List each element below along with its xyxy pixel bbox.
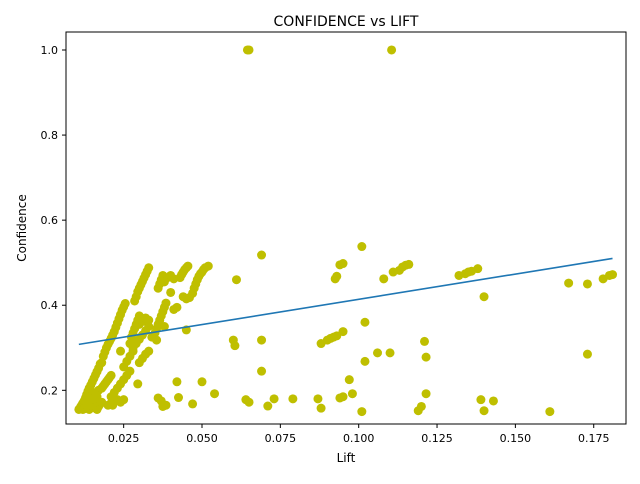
data-point: [347, 389, 357, 399]
data-point: [161, 400, 171, 410]
data-point: [257, 335, 267, 345]
data-point: [545, 407, 555, 417]
y-tick-label: 0.4: [41, 299, 59, 312]
data-point: [244, 45, 254, 55]
data-point: [332, 271, 342, 281]
x-axis-label: Lift: [337, 451, 356, 465]
y-axis-ticks: 0.2 0.4 0.6 0.8 1.0: [41, 44, 66, 397]
y-tick-label: 0.8: [41, 129, 59, 142]
trendline-layer: [78, 257, 613, 346]
data-point: [372, 348, 382, 358]
x-tick-label: 0.025: [108, 432, 140, 445]
x-tick-label: 0.050: [186, 432, 218, 445]
data-point: [144, 315, 154, 325]
data-point: [159, 322, 169, 331]
data-point: [183, 261, 193, 271]
data-point: [473, 264, 483, 274]
data-point: [203, 261, 213, 271]
data-point: [357, 242, 367, 252]
data-point: [404, 259, 414, 269]
data-point: [230, 341, 240, 351]
data-point: [338, 392, 348, 402]
data-point: [344, 375, 354, 385]
x-tick-label: 0.075: [265, 432, 297, 445]
plot-frame: [65, 31, 627, 425]
data-point: [360, 317, 370, 327]
data-point: [608, 270, 618, 280]
data-point: [133, 379, 143, 389]
y-axis-label: Confidence: [15, 194, 29, 261]
data-point: [582, 349, 592, 359]
points-layer: [74, 45, 618, 417]
data-point: [338, 327, 348, 337]
data-point: [166, 287, 176, 297]
data-point: [257, 366, 267, 376]
data-point: [263, 401, 273, 411]
data-point: [197, 377, 207, 387]
chart-title: CONFIDENCE vs LIFT: [274, 14, 419, 30]
data-point: [416, 401, 426, 411]
data-point: [210, 389, 220, 399]
data-point: [313, 394, 323, 404]
data-point: [479, 292, 489, 302]
data-point: [379, 274, 389, 284]
data-point: [360, 356, 370, 366]
data-point: [288, 394, 298, 404]
y-tick-label: 0.2: [41, 384, 59, 397]
data-point: [338, 259, 348, 269]
data-point: [488, 396, 498, 406]
data-point: [421, 352, 431, 362]
data-point: [564, 278, 574, 288]
data-point: [479, 406, 489, 416]
data-point: [119, 395, 129, 405]
data-point: [144, 322, 154, 331]
data-point: [421, 389, 431, 399]
data-point: [120, 299, 130, 309]
data-point: [269, 394, 279, 404]
data-point: [144, 346, 154, 356]
data-point: [174, 393, 183, 403]
data-point: [582, 279, 592, 289]
data-point: [172, 377, 182, 387]
data-point: [172, 302, 182, 312]
trendline: [78, 257, 613, 346]
data-point: [316, 403, 326, 413]
data-point: [106, 370, 116, 380]
data-point: [231, 275, 241, 285]
x-tick-label: 0.150: [500, 432, 532, 445]
data-point: [244, 397, 254, 407]
data-point: [420, 336, 429, 346]
data-point: [188, 399, 198, 409]
y-tick-label: 1.0: [41, 44, 59, 57]
x-tick-label: 0.175: [578, 432, 610, 445]
data-point: [357, 407, 367, 417]
data-point: [152, 335, 162, 345]
data-point: [144, 263, 154, 273]
x-tick-label: 0.100: [343, 432, 375, 445]
data-point: [476, 395, 486, 405]
data-point: [387, 45, 397, 55]
x-axis-ticks: 0.025 0.050 0.075 0.100 0.125 0.150 0.175: [108, 424, 610, 445]
data-point: [385, 348, 395, 358]
data-point: [161, 298, 171, 308]
x-tick-label: 0.125: [421, 432, 453, 445]
data-point: [116, 346, 126, 356]
y-tick-label: 0.6: [41, 214, 59, 227]
data-point: [257, 250, 267, 260]
